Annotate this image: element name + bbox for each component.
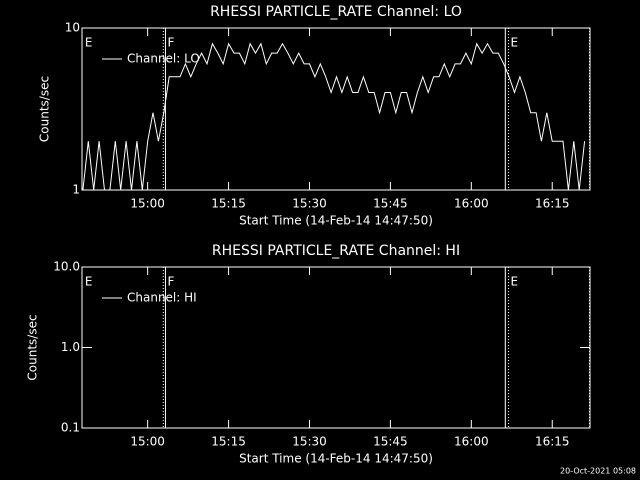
annotation: E [511, 36, 519, 50]
y-tick-label: 0.1 [61, 421, 80, 435]
chart: RHESSI PARTICLE_RATE Channel: HI Start Ti… [26, 243, 591, 466]
x-tick-label: 15:45 [373, 435, 408, 449]
annotation: E [85, 36, 93, 50]
x-tick-label: 15:00 [130, 197, 165, 211]
annotation: E [85, 275, 93, 289]
y-axis-label: Counts/sec [26, 314, 40, 380]
x-tick-label: 15:30 [292, 197, 327, 211]
timestamp: 20-Oct-2021 05:08 [560, 467, 636, 476]
legend-label: Channel: HI [127, 291, 197, 305]
x-tick-label: 16:00 [454, 197, 489, 211]
y-tick-label: 1 [72, 183, 80, 197]
y-tick-label: 10 [65, 21, 80, 35]
annotation: F [167, 275, 174, 289]
x-tick-label: 16:00 [454, 435, 489, 449]
y-tick-label: 10.0 [53, 260, 80, 274]
x-tick-label: 15:15 [211, 435, 246, 449]
x-tick-label: 16:15 [535, 197, 570, 211]
x-tick-label: 15:30 [292, 435, 327, 449]
annotation: E [511, 275, 519, 289]
data-line [82, 42, 586, 191]
x-tick-label: 16:15 [535, 435, 570, 449]
x-tick-label: 15:15 [211, 197, 246, 211]
y-axis-label: Counts/sec [38, 76, 52, 142]
x-tick-label: 15:45 [373, 197, 408, 211]
chart-title: RHESSI PARTICLE_RATE Channel: LO [210, 4, 462, 20]
x-axis-label: Start Time (14-Feb-14 14:47:50) [239, 452, 433, 466]
annotation: F [167, 36, 174, 50]
chart-title: RHESSI PARTICLE_RATE Channel: HI [212, 243, 460, 259]
legend-label: Channel: LO [127, 52, 200, 66]
chart: RHESSI PARTICLE_RATE Channel: LO Start Ti… [38, 4, 591, 228]
x-tick-label: 15:00 [130, 435, 165, 449]
y-tick-label: 1.0 [61, 340, 80, 354]
x-axis-label: Start Time (14-Feb-14 14:47:50) [239, 214, 433, 228]
